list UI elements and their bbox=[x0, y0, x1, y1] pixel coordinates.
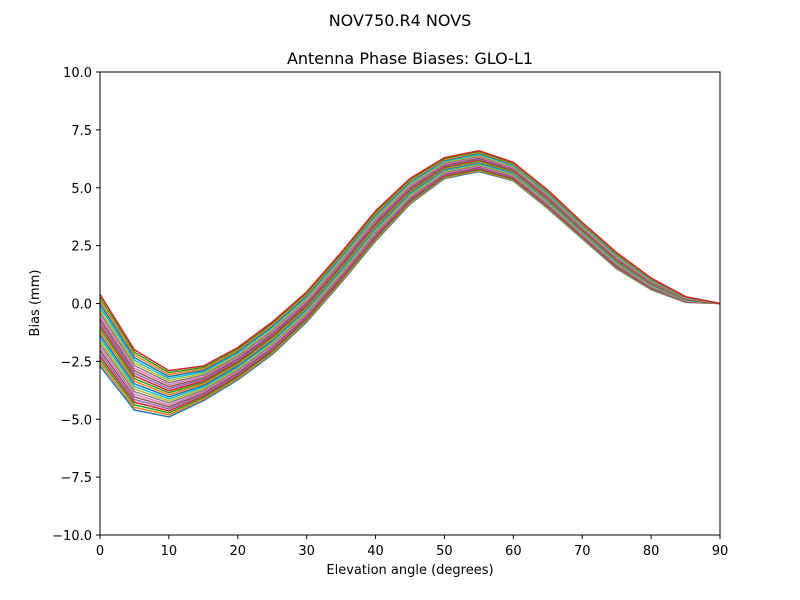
chart-title: Antenna Phase Biases: GLO-L1 bbox=[287, 49, 533, 68]
y-tick-label: 5.0 bbox=[71, 182, 92, 197]
series-line bbox=[99, 149, 721, 372]
x-tick-label: 40 bbox=[367, 544, 384, 559]
y-tick-label: −5.0 bbox=[60, 413, 92, 428]
y-axis: −10.0 −7.5 −5.0 −2.5 0.0 2.5 5.0 7.5 10.0 bbox=[52, 66, 100, 544]
x-tick-label: 70 bbox=[574, 544, 591, 559]
y-tick-label: 2.5 bbox=[71, 240, 92, 255]
y-tick-label: 7.5 bbox=[71, 124, 92, 139]
x-tick-label: 90 bbox=[712, 544, 729, 559]
x-tick-label: 50 bbox=[436, 544, 453, 559]
x-axis: 0 10 20 30 40 50 60 70 80 90 bbox=[96, 535, 728, 559]
y-tick-label: 0.0 bbox=[71, 298, 92, 313]
x-tick-label: 0 bbox=[96, 544, 104, 559]
y-tick-label: −10.0 bbox=[52, 529, 92, 544]
x-axis-label: Elevation angle (degrees) bbox=[326, 563, 493, 578]
x-tick-label: 10 bbox=[161, 544, 178, 559]
x-tick-label: 20 bbox=[230, 544, 247, 559]
y-tick-label: 10.0 bbox=[63, 66, 92, 81]
x-tick-label: 80 bbox=[643, 544, 660, 559]
series-layer bbox=[99, 149, 721, 418]
figure-suptitle: NOV750.R4 NOVS bbox=[329, 11, 472, 30]
y-tick-label: −7.5 bbox=[60, 471, 92, 486]
x-tick-label: 30 bbox=[298, 544, 315, 559]
x-tick-label: 60 bbox=[505, 544, 522, 559]
y-axis-label: Bias (mm) bbox=[28, 270, 43, 337]
y-tick-label: −2.5 bbox=[60, 355, 92, 370]
plot-area bbox=[100, 72, 720, 535]
